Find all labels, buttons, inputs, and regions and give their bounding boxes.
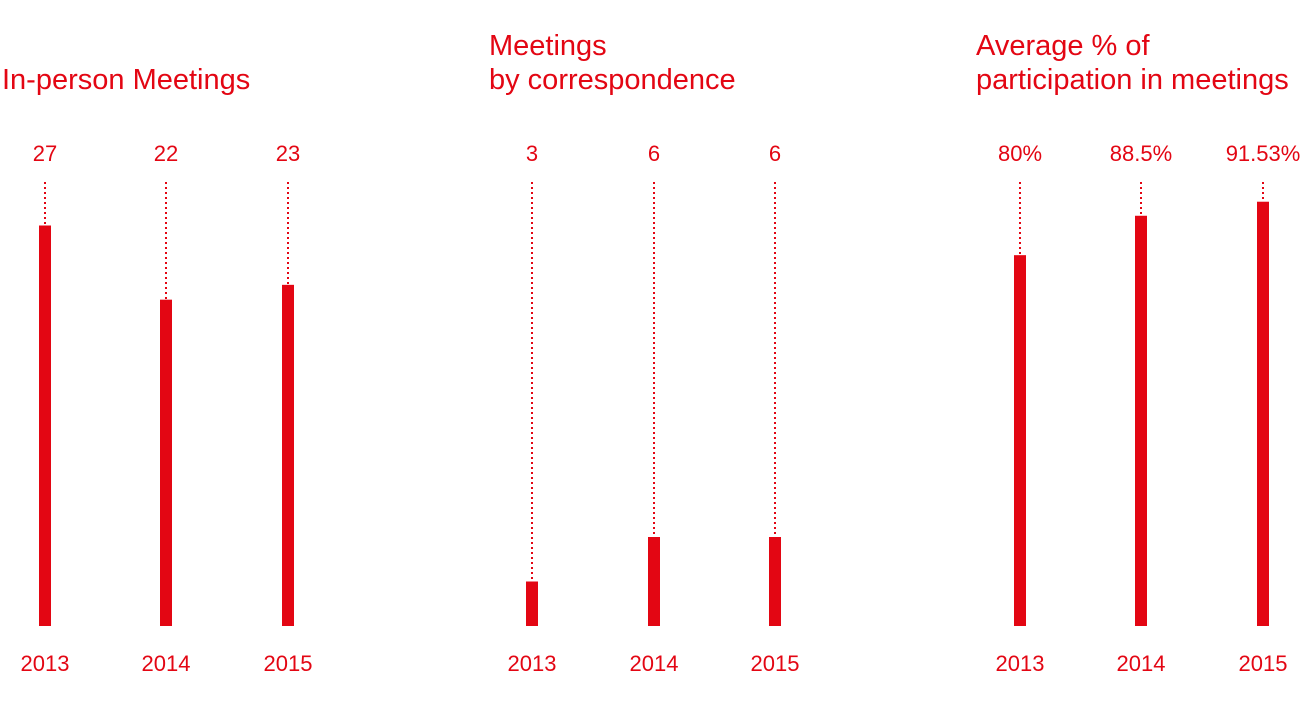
bar	[1257, 201, 1269, 626]
category-label: 2013	[21, 651, 70, 676]
chart-title-line: Meetings	[489, 30, 607, 62]
value-label: 88.5%	[1110, 141, 1172, 166]
category-label: 2013	[508, 651, 557, 676]
category-label: 2013	[996, 651, 1045, 676]
value-label: 23	[276, 141, 300, 166]
bar	[769, 537, 781, 626]
bar	[648, 537, 660, 626]
chart-title-line: In-person Meetings	[2, 64, 250, 96]
bar	[282, 284, 294, 626]
value-label: 91.53%	[1226, 141, 1301, 166]
chart-title-line: participation in meetings	[976, 64, 1289, 96]
value-label: 6	[648, 141, 660, 166]
value-label: 27	[33, 141, 57, 166]
bar	[39, 225, 51, 626]
category-label: 2014	[142, 651, 191, 676]
category-label: 2015	[1239, 651, 1288, 676]
value-label: 22	[154, 141, 178, 166]
chart-title-line: by correspondence	[489, 64, 736, 96]
bar	[1014, 255, 1026, 626]
value-label: 6	[769, 141, 781, 166]
bar	[160, 299, 172, 626]
bar	[1135, 215, 1147, 626]
value-label: 80%	[998, 141, 1042, 166]
bar	[526, 581, 538, 626]
category-label: 2015	[751, 651, 800, 676]
value-label: 3	[526, 141, 538, 166]
category-label: 2015	[264, 651, 313, 676]
category-label: 2014	[1117, 651, 1166, 676]
category-label: 2014	[630, 651, 679, 676]
chart-title-line: Average % of	[976, 30, 1151, 62]
